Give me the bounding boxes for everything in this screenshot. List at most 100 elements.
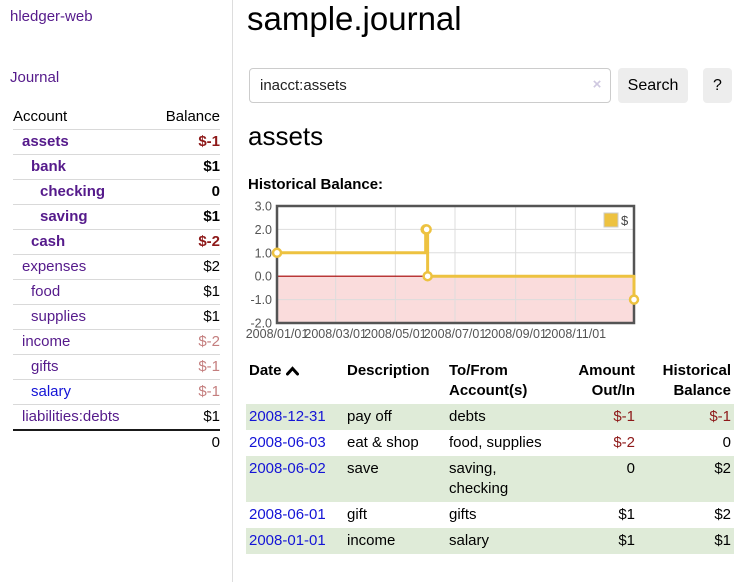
transaction-amount: $1 — [618, 506, 635, 523]
svg-text:2.0: 2.0 — [255, 223, 272, 237]
account-row: saving $1 — [13, 204, 220, 230]
account-balance: 0 — [150, 179, 220, 205]
accounts-balance-table: Account Balance assets $-1 bank $1 checking 0… — [13, 105, 220, 455]
register-row[interactable]: 2008-01-01 income salary $1 $1 — [246, 528, 734, 554]
account-balance: $1 — [150, 154, 220, 180]
account-row: gifts $-1 — [13, 354, 220, 380]
svg-text:2008/09/01: 2008/09/01 — [484, 327, 547, 341]
account-link-salary[interactable]: salary — [31, 383, 72, 400]
register-header-accounts: To/From Account(s) — [449, 362, 528, 399]
register-header-balance: Historical Balance — [662, 362, 731, 399]
transaction-description: eat & shop — [347, 434, 419, 451]
svg-text:2008/03/01: 2008/03/01 — [304, 327, 367, 341]
register-header-row: Date Description To/From Account(s) Amou… — [246, 358, 734, 404]
svg-text:3.0: 3.0 — [255, 200, 272, 214]
register-header-date[interactable]: Date — [246, 358, 344, 404]
account-balance: $-1 — [150, 129, 220, 155]
svg-text:-1.0: -1.0 — [250, 293, 272, 307]
register-row[interactable]: 2008-06-01 gift gifts $1 $2 — [246, 502, 734, 528]
accounts-header-balance: Balance — [150, 105, 220, 130]
account-balance: $-1 — [150, 354, 220, 380]
historical-balance-chart: $3.0 2.0 1.0 0.0 -1.0 -2.0 2008/01/01 2008/03/0… — [241, 200, 641, 345]
svg-text:$: $ — [621, 213, 629, 228]
transaction-description: save — [347, 460, 379, 477]
svg-text:-2.0: -2.0 — [250, 317, 272, 331]
transaction-date-link[interactable]: 2008-06-03 — [249, 434, 326, 451]
account-row: food $1 — [13, 279, 220, 305]
account-link-gifts[interactable]: gifts — [31, 358, 59, 375]
account-link-food[interactable]: food — [31, 283, 61, 300]
svg-text:2008/11/01: 2008/11/01 — [544, 327, 606, 341]
account-balance: $-2 — [150, 229, 220, 255]
page-title: sample.journal — [247, 0, 462, 37]
transaction-date-link[interactable]: 2008-06-02 — [249, 460, 326, 477]
svg-text:2008/05/01: 2008/05/01 — [364, 327, 427, 341]
accounts-total-row: 0 — [13, 429, 220, 455]
account-row: income $-2 — [13, 329, 220, 355]
account-link-expenses[interactable]: expenses — [22, 258, 87, 275]
account-link-assets[interactable]: assets — [22, 133, 69, 150]
transaction-accounts: saving, checking — [449, 460, 509, 497]
transaction-balance: $1 — [714, 532, 731, 549]
account-row: cash $-2 — [13, 229, 220, 255]
transaction-amount: $-2 — [613, 434, 635, 451]
transaction-amount: $-1 — [613, 408, 635, 425]
account-link-checking[interactable]: checking — [40, 183, 106, 200]
accounts-header-row: Account Balance — [13, 105, 220, 130]
transaction-date-link[interactable]: 2008-12-31 — [249, 408, 326, 425]
account-row: supplies $1 — [13, 304, 220, 330]
transaction-accounts: food, supplies — [449, 434, 542, 451]
transaction-balance: $2 — [714, 460, 731, 477]
svg-text:2008/07/01: 2008/07/01 — [424, 327, 487, 341]
svg-text:1.0: 1.0 — [255, 246, 272, 260]
account-balance: $1 — [150, 279, 220, 305]
register-table: Date Description To/From Account(s) Amou… — [246, 358, 734, 554]
accounts-total-value: 0 — [150, 429, 220, 455]
transaction-date-link[interactable]: 2008-06-01 — [249, 506, 326, 523]
search-button[interactable]: Search — [618, 68, 688, 103]
register-row[interactable]: 2008-12-31 pay off debts $-1 $-1 — [246, 404, 734, 430]
account-row: bank $1 — [13, 154, 220, 180]
sidebar: hledger-web Journal Account Balance asse… — [0, 0, 233, 582]
accounts-header-account: Account — [13, 105, 151, 130]
account-link-income[interactable]: income — [22, 333, 71, 350]
transaction-description: gift — [347, 506, 368, 523]
account-balance: $2 — [150, 254, 220, 280]
account-row: assets $-1 — [13, 129, 220, 155]
historical-balance-label: Historical Balance: — [248, 176, 384, 193]
register-row[interactable]: 2008-06-02 save saving, checking 0 $2 — [246, 456, 734, 502]
account-balance: $-2 — [150, 329, 220, 355]
account-link-saving[interactable]: saving — [40, 208, 88, 225]
transaction-accounts: gifts — [449, 506, 477, 523]
account-row: checking 0 — [13, 179, 220, 205]
account-balance: $1 — [150, 204, 220, 230]
account-balance: $1 — [150, 304, 220, 330]
account-link-liabilities-debts[interactable]: liabilities:debts — [22, 408, 120, 425]
app-brand-link[interactable]: hledger-web — [10, 8, 93, 25]
transaction-date-link[interactable]: 2008-01-01 — [249, 532, 326, 549]
help-button[interactable]: ? — [703, 68, 732, 103]
account-link-cash[interactable]: cash — [31, 233, 66, 250]
account-row: salary $-1 — [13, 379, 220, 405]
account-link-bank[interactable]: bank — [31, 158, 67, 175]
sidebar-item-journal[interactable]: Journal — [10, 69, 60, 86]
transaction-description: pay off — [347, 408, 392, 425]
account-row: expenses $2 — [13, 254, 220, 280]
svg-text:2008/01/01: 2008/01/01 — [246, 327, 309, 341]
clear-search-icon[interactable]: × — [592, 76, 602, 93]
account-balance: $-1 — [150, 379, 220, 405]
account-heading: assets — [248, 121, 324, 151]
transaction-balance: $2 — [714, 506, 731, 523]
transaction-accounts: salary — [449, 532, 490, 549]
register-header-description: Description — [347, 362, 430, 379]
transaction-accounts: debts — [449, 408, 486, 425]
search-input[interactable] — [249, 68, 611, 103]
account-balance: $1 — [150, 404, 220, 431]
transaction-balance: $-1 — [709, 408, 731, 425]
register-row[interactable]: 2008-06-03 eat & shop food, supplies $-2 0 — [246, 430, 734, 456]
account-link-supplies[interactable]: supplies — [31, 308, 87, 325]
transaction-description: income — [347, 532, 396, 549]
account-row: liabilities:debts $1 — [13, 404, 220, 431]
sort-ascending-icon — [285, 362, 299, 382]
